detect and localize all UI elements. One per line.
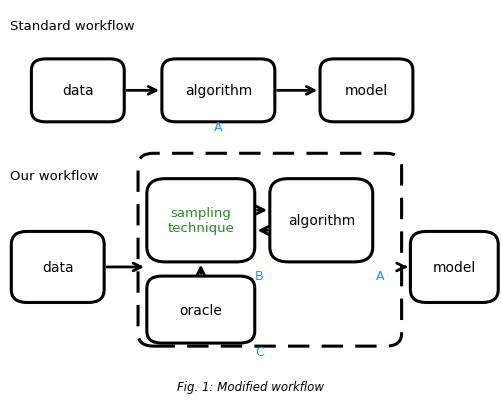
FancyBboxPatch shape [161,60,275,122]
FancyBboxPatch shape [12,232,104,303]
FancyBboxPatch shape [31,60,124,122]
Text: A: A [214,121,222,134]
FancyBboxPatch shape [410,232,497,303]
Text: Our workflow: Our workflow [10,170,98,183]
Text: B: B [255,269,263,282]
FancyBboxPatch shape [147,276,255,343]
Text: algorithm: algorithm [184,84,252,98]
Text: data: data [42,260,73,274]
FancyBboxPatch shape [147,179,255,262]
Text: model: model [432,260,475,274]
Text: C: C [255,345,263,358]
FancyBboxPatch shape [270,179,372,262]
Text: Fig. 1: Modified workflow: Fig. 1: Modified workflow [177,380,324,393]
Text: sampling
technique: sampling technique [167,207,234,234]
Text: oracle: oracle [179,303,222,317]
FancyBboxPatch shape [138,154,401,346]
Text: model: model [344,84,387,98]
Text: data: data [62,84,93,98]
FancyBboxPatch shape [320,60,412,122]
Text: algorithm: algorithm [287,214,354,228]
Text: A: A [375,269,383,282]
Text: Standard workflow: Standard workflow [10,20,134,33]
